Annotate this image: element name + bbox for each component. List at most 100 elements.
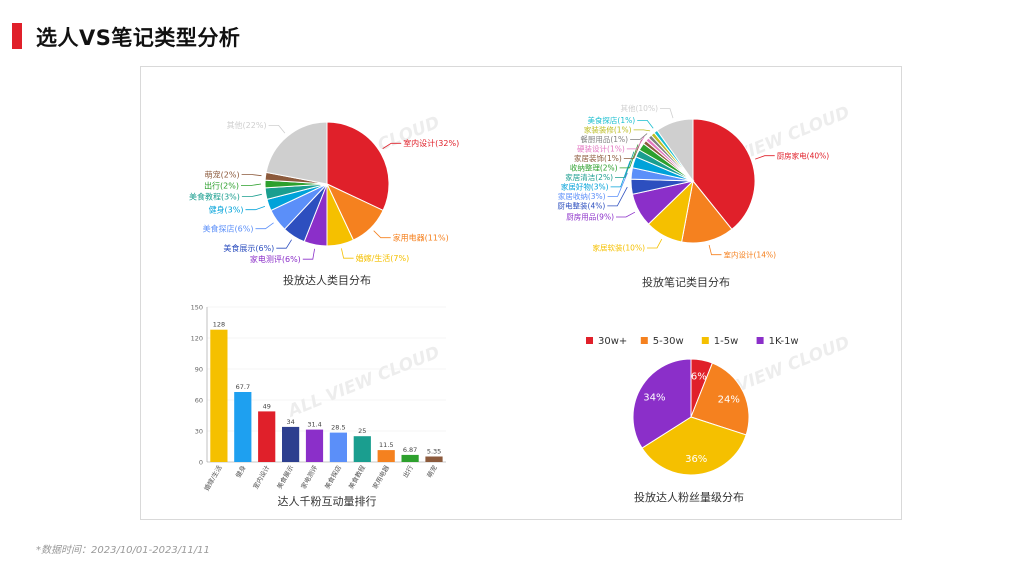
x-tick-label: 美食教程 [346, 463, 367, 490]
slice-label: 24% [718, 395, 740, 406]
slice-label: 美食探店(6%) [203, 224, 254, 234]
label-leader-line [616, 211, 636, 218]
y-tick-label: 30 [195, 428, 203, 436]
slice-label: 美食教程(3%) [189, 191, 240, 201]
pie-slice [326, 121, 390, 212]
data-period-note: *数据时间：2023/10/01-2023/11/11 [36, 545, 210, 556]
bar [210, 329, 228, 462]
label-leader-line [755, 155, 775, 160]
pie-slice [692, 118, 756, 231]
label-leader-line [610, 160, 631, 188]
bar-value-label: 25 [358, 427, 366, 435]
label-leader-line [268, 125, 286, 134]
slice-label: 36% [685, 454, 707, 465]
x-tick-label: 婚嫁/生活 [202, 463, 224, 492]
slice-label: 厨房家电(40%) [777, 150, 830, 160]
bar [329, 432, 347, 462]
x-tick-label: 美食探店 [322, 463, 343, 490]
label-leader-line [276, 239, 292, 249]
label-leader-line [241, 174, 262, 177]
bar-value-label: 67.7 [236, 383, 250, 391]
label-leader-line [302, 248, 315, 260]
slice-label: 家电测评(6%) [250, 254, 301, 264]
legend-swatch [756, 337, 764, 344]
slice-label: 美食展示(6%) [223, 243, 274, 253]
bar [401, 454, 419, 462]
label-leader-line [637, 120, 654, 129]
y-tick-label: 150 [191, 304, 203, 312]
chart-title: 达人千粉互动量排行 [278, 494, 377, 508]
label-leader-line [630, 133, 648, 140]
x-tick-label: 萌宠 [425, 463, 440, 479]
pie-slice [632, 358, 692, 449]
bar [425, 456, 443, 462]
bar [234, 392, 252, 462]
y-tick-label: 0 [199, 459, 203, 467]
watermark-text: ALL VIEW CLOUD [284, 343, 443, 423]
slice-label: 室内设计(14%) [724, 249, 777, 259]
slice-label: 萌宠(2%) [205, 169, 240, 179]
bar-value-label: 6.87 [403, 446, 417, 454]
bar [377, 450, 395, 462]
slice-label: 家居清洁(2%) [565, 172, 613, 182]
label-leader-line [607, 172, 628, 197]
slice-label: 室内设计(32%) [403, 138, 459, 148]
label-leader-line [626, 136, 645, 150]
legend-swatch [586, 337, 593, 344]
bar [353, 436, 371, 462]
x-tick-label: 美食展示 [275, 463, 296, 490]
label-leader-line [255, 222, 274, 230]
label-leader-line [633, 129, 651, 132]
y-tick-label: 60 [195, 397, 203, 405]
talent-category-chart: 室内设计(32%) 家用电器(11%) 婚嫁/生活(7%) 家电测评(6%)美食展示(… [189, 120, 459, 287]
pie-slice [681, 179, 733, 244]
bar [305, 429, 324, 462]
bar-value-label: 11.5 [379, 441, 393, 449]
slice-label: 其他(10%) [620, 103, 658, 113]
legend-label: 5-30w [653, 336, 684, 347]
legend-swatch [640, 337, 648, 344]
slice-label: 家居软装(10%) [592, 243, 645, 253]
note-category-chart: 厨房家电(40%) 室内设计(14%) 家居软装(10%) 厨房用品(9%)厨电整装(… [558, 103, 830, 289]
bar-value-label: 28.5 [331, 424, 345, 432]
slice-label: 硬装设计(1%) [577, 144, 625, 154]
label-leader-line [607, 186, 628, 207]
slice-label: 婚嫁/生活(7%) [356, 253, 410, 263]
slice-label: 健身(3%) [209, 205, 244, 215]
legend-label: 1-5w [714, 336, 739, 347]
x-tick-label: 室内设计 [251, 463, 272, 490]
pie-slice [690, 362, 750, 436]
x-tick-label: 出行 [401, 463, 416, 479]
slice-label: 家居装饰(1%) [574, 153, 622, 163]
slice-label: 厨电整装(4%) [558, 201, 606, 211]
slice-label: 家用电器(11%) [393, 233, 449, 243]
bar-value-label: 34 [286, 418, 294, 426]
bar [282, 426, 300, 462]
slice-label: 收纳整理(2%) [570, 163, 618, 173]
label-leader-line [708, 244, 722, 256]
bar [258, 411, 276, 462]
bar-value-label: 31.4 [307, 421, 321, 429]
follower-tier-chart: 30w+ 5-30w 1-5w 1K-1w 6% 24% 36% 34% 投放达人粉丝量级分布 [586, 336, 799, 504]
label-leader-line [341, 248, 354, 259]
slice-label: 厨房用品(9%) [566, 212, 614, 222]
pie-slice [265, 121, 328, 185]
x-tick-label: 家用电器 [370, 463, 391, 490]
slice-label: 34% [643, 392, 665, 403]
slice-label: 美食探店(1%) [587, 115, 635, 125]
x-tick-label: 健身 [233, 463, 248, 479]
label-leader-line [373, 230, 391, 239]
pie-slice [641, 416, 747, 476]
slice-label: 家居收纳(3%) [558, 191, 606, 201]
slice-label: 其他(22%) [227, 120, 267, 130]
y-tick-label: 90 [195, 366, 203, 374]
slice-label: 家装装修(1%) [584, 125, 632, 135]
label-leader-line [241, 183, 262, 186]
slice-label: 餐厨用品(1%) [580, 135, 628, 144]
label-leader-line [619, 144, 639, 169]
bar-value-label: 49 [263, 402, 271, 410]
label-leader-line [245, 206, 266, 211]
x-tick-label: 家电测评 [299, 463, 320, 490]
